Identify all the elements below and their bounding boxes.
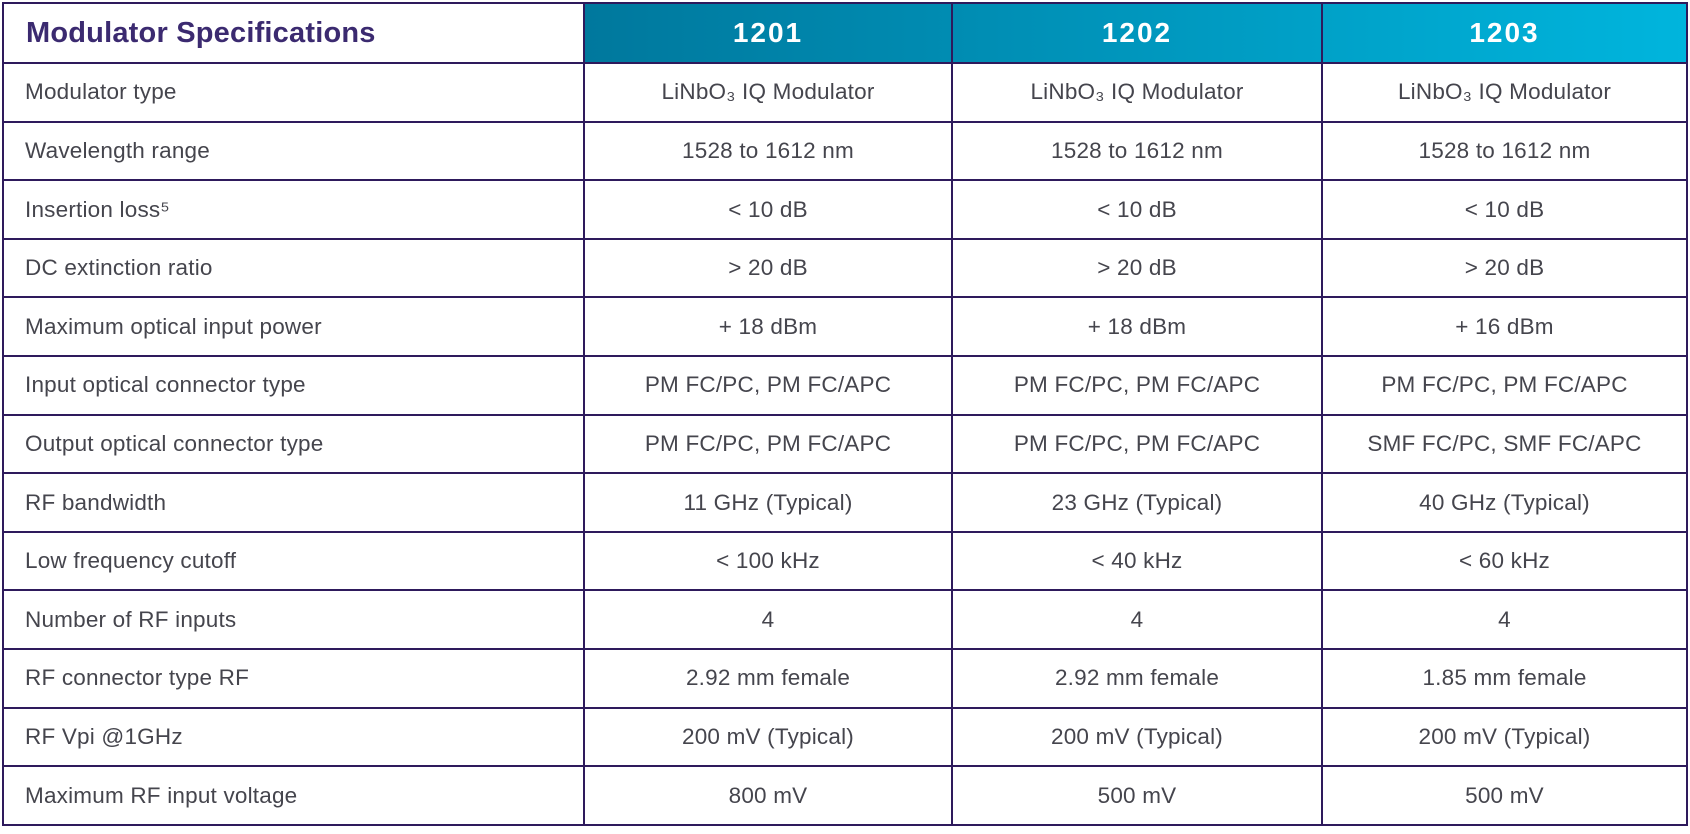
table-row: RF connector type RF 2.92 mm female 2.92 m… — [2, 648, 1688, 709]
column-header-1201: 1201 — [583, 2, 953, 64]
spec-value-1203: LiNbO₃ IQ Modulator — [1321, 62, 1688, 123]
table-row: RF bandwidth 11 GHz (Typical) 23 GHz (Typi… — [2, 472, 1688, 533]
spec-value-1202: 500 mV — [951, 765, 1323, 826]
column-header-1203: 1203 — [1321, 2, 1688, 64]
table-title: Modulator Specifications — [2, 2, 585, 64]
spec-value-1203: < 60 kHz — [1321, 530, 1688, 592]
spec-value-1202: < 40 kHz — [951, 530, 1323, 592]
spec-value-1201: 1528 to 1612 nm — [583, 120, 953, 182]
spec-row-label: Output optical connector type — [2, 413, 585, 475]
spec-value-1201: 2.92 mm female — [583, 648, 953, 709]
table-row: Output optical connector type PM FC/PC, P… — [2, 413, 1688, 475]
spec-value-1203: 1528 to 1612 nm — [1321, 120, 1688, 182]
spec-value-1201: PM FC/PC, PM FC/APC — [583, 413, 953, 475]
spec-value-1202: 23 GHz (Typical) — [951, 472, 1323, 533]
table-row: Maximum optical input power + 18 dBm + 18 … — [2, 296, 1688, 358]
spec-value-1203: 500 mV — [1321, 765, 1688, 826]
spec-row-label: Insertion loss⁵ — [2, 179, 585, 240]
spec-value-1201: 11 GHz (Typical) — [583, 472, 953, 533]
table-row: Maximum RF input voltage 800 mV 500 mV 500 … — [2, 765, 1688, 826]
spec-value-1202: < 10 dB — [951, 179, 1323, 240]
table-row: Modulator type LiNbO₃ IQ Modulator LiNbO₃ … — [2, 62, 1688, 123]
spec-value-1202: 4 — [951, 589, 1323, 651]
spec-row-label: Input optical connector type — [2, 355, 585, 416]
spec-value-1201: > 20 dB — [583, 237, 953, 299]
spec-row-label: Maximum optical input power — [2, 296, 585, 358]
spec-row-label: Modulator type — [2, 62, 585, 123]
spec-value-1201: 200 mV (Typical) — [583, 706, 953, 768]
table-row: DC extinction ratio > 20 dB > 20 dB > 20 dB — [2, 237, 1688, 299]
spec-value-1203: SMF FC/PC, SMF FC/APC — [1321, 413, 1688, 475]
spec-table-body: Modulator type LiNbO₃ IQ Modulator LiNbO₃ … — [2, 62, 1688, 826]
spec-value-1201: + 18 dBm — [583, 296, 953, 358]
spec-value-1202: LiNbO₃ IQ Modulator — [951, 62, 1323, 123]
spec-value-1201: 4 — [583, 589, 953, 651]
table-row: Low frequency cutoff < 100 kHz < 40 kHz < 6… — [2, 530, 1688, 592]
spec-row-label: DC extinction ratio — [2, 237, 585, 299]
spec-row-label: RF Vpi @1GHz — [2, 706, 585, 768]
spec-row-label: RF connector type RF — [2, 648, 585, 709]
spec-value-1203: 40 GHz (Typical) — [1321, 472, 1688, 533]
spec-value-1202: 2.92 mm female — [951, 648, 1323, 709]
spec-value-1202: PM FC/PC, PM FC/APC — [951, 413, 1323, 475]
header-row: Modulator Specifications 1201 1202 1203 — [2, 2, 1688, 64]
spec-value-1203: PM FC/PC, PM FC/APC — [1321, 355, 1688, 416]
spec-value-1201: 800 mV — [583, 765, 953, 826]
spec-table-header: Modulator Specifications 1201 1202 1203 — [2, 2, 1688, 64]
spec-value-1203: + 16 dBm — [1321, 296, 1688, 358]
spec-value-1201: PM FC/PC, PM FC/APC — [583, 355, 953, 416]
table-row: Insertion loss⁵ < 10 dB < 10 dB < 10 dB — [2, 179, 1688, 240]
spec-value-1203: < 10 dB — [1321, 179, 1688, 240]
spec-value-1201: < 10 dB — [583, 179, 953, 240]
table-row: RF Vpi @1GHz 200 mV (Typical) 200 mV (Typi… — [2, 706, 1688, 768]
table-row: Number of RF inputs 4 4 4 — [2, 589, 1688, 651]
spec-value-1203: 1.85 mm female — [1321, 648, 1688, 709]
spec-row-label: Wavelength range — [2, 120, 585, 182]
table-row: Input optical connector type PM FC/PC, PM… — [2, 355, 1688, 416]
spec-row-label: Low frequency cutoff — [2, 530, 585, 592]
column-header-1202: 1202 — [951, 2, 1323, 64]
table-row: Wavelength range 1528 to 1612 nm 1528 to 1… — [2, 120, 1688, 182]
spec-value-1201: LiNbO₃ IQ Modulator — [583, 62, 953, 123]
spec-value-1203: > 20 dB — [1321, 237, 1688, 299]
spec-value-1202: + 18 dBm — [951, 296, 1323, 358]
spec-value-1201: < 100 kHz — [583, 530, 953, 592]
spec-row-label: Maximum RF input voltage — [2, 765, 585, 826]
spec-value-1202: 200 mV (Typical) — [951, 706, 1323, 768]
spec-value-1202: 1528 to 1612 nm — [951, 120, 1323, 182]
spec-row-label: RF bandwidth — [2, 472, 585, 533]
spec-value-1202: PM FC/PC, PM FC/APC — [951, 355, 1323, 416]
spec-row-label: Number of RF inputs — [2, 589, 585, 651]
spec-value-1203: 200 mV (Typical) — [1321, 706, 1688, 768]
spec-value-1202: > 20 dB — [951, 237, 1323, 299]
spec-value-1203: 4 — [1321, 589, 1688, 651]
